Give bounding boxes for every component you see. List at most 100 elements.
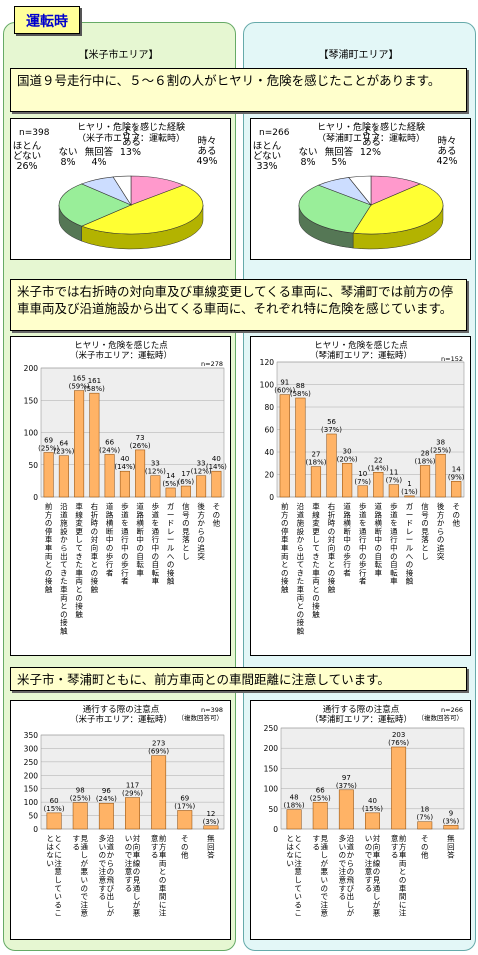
bar [125, 797, 140, 830]
bar [373, 472, 384, 498]
bar-value-label: (3%) [203, 818, 220, 826]
bar-chart-title: ヒヤリ・危険を感じた点 [74, 340, 168, 351]
bar-chart-subtitle: （琴浦町エリア：運転時） [310, 714, 412, 725]
bar-value-label: 69 [180, 794, 189, 802]
bar [326, 433, 337, 498]
bar [342, 463, 353, 498]
pie-slice-label: 時々 [437, 136, 456, 147]
bar-chart-title: 通行する際の注意点 [323, 704, 400, 715]
bar-value-label: 14 [452, 465, 461, 473]
bar [89, 392, 100, 498]
x-tick-label: 信号の見落とし [421, 501, 429, 561]
bar-chart-yonago-danger: ヒヤリ・危険を感じた点（米子市エリア：運転時）n=278（複数回答可）05010… [10, 336, 231, 656]
bar-value-label: 203 [392, 731, 405, 739]
x-tick-label: 前方の停車車両との接触 [45, 501, 53, 594]
bar [43, 452, 54, 498]
y-tick-label: 20 [264, 471, 274, 480]
bar-value-label: 40 [368, 797, 377, 805]
pie-n-label: n=266 [259, 128, 290, 138]
pie-slice [80, 184, 204, 235]
bar-value-label: (69%) [148, 748, 169, 756]
pie-slice-label: ない [298, 147, 317, 158]
pie-slice-value-label: 33% [256, 161, 277, 172]
bar [180, 485, 191, 498]
y-tick-label: 100 [24, 429, 39, 438]
bar [286, 809, 302, 830]
bar-value-label: (18%) [284, 802, 305, 810]
bar-value-label: (18%) [415, 458, 436, 466]
bar-value-label: (58%) [84, 385, 105, 393]
x-tick-label: 無回答 [207, 833, 215, 860]
x-tick-label: とくに注意していることはない [46, 834, 62, 918]
bar [391, 746, 407, 830]
bar [419, 465, 431, 498]
pie-title: ヒヤリ・危険を感じた経験 [317, 121, 425, 133]
bar [72, 802, 88, 830]
y-tick-label: 60 [264, 426, 274, 435]
pie-slice [58, 183, 132, 227]
bar-chart-title: ヒヤリ・危険を感じた点 [314, 340, 408, 351]
note-1: 国道９号走行中に、５～６割の人がヒヤリ・危険を感じたことがあります。 [10, 68, 467, 112]
y-tick-label: 0 [273, 825, 278, 834]
pie-slice-value-label: 13% [120, 147, 141, 158]
bar-value-label: 11 [389, 469, 398, 477]
bar-value-label: 69 [44, 436, 53, 444]
bar-value-label: 97 [342, 774, 351, 782]
bar-chart-n-label: n=152 [441, 355, 463, 363]
bar-value-label: (1%) [401, 488, 418, 496]
y-tick-label: 50 [28, 812, 38, 821]
bar-value-label: 40 [120, 455, 129, 463]
pie-n-label: n=398 [19, 128, 50, 138]
pie-title: ヒヤリ・危険を感じた経験 [77, 121, 185, 133]
x-tick-label: 歩道を通行中の自転車 [390, 501, 398, 586]
bar-value-label: (59%) [69, 383, 90, 391]
x-tick-label: ガードレールへの接触 [406, 501, 414, 586]
bar-value-label: (7%) [386, 477, 403, 485]
y-tick-label: 200 [24, 771, 39, 780]
bar-value-label: 10 [358, 470, 367, 478]
x-tick-label: 右折時の対向車との接触 [91, 501, 99, 594]
bar [203, 825, 219, 830]
y-tick-label: 40 [264, 448, 274, 457]
bar [165, 487, 176, 498]
x-tick-label: 歩道を通行中の歩行者 [359, 501, 367, 586]
y-tick-label: 80 [264, 403, 274, 412]
pie-slice-label: ある [197, 146, 216, 157]
bar-value-label: (7%) [416, 814, 433, 822]
bar-chart-n-label: n=398 [201, 706, 223, 714]
bar-value-label: (25%) [310, 794, 331, 802]
pie-slice [348, 175, 372, 206]
bar-value-label: (25%) [430, 446, 451, 454]
y-tick-label: 350 [24, 731, 39, 740]
bar-value-label: (58%) [290, 390, 311, 398]
bar-value-label: (14%) [114, 463, 135, 471]
bar-value-label: (26%) [130, 442, 151, 450]
y-tick-label: 150 [24, 396, 39, 405]
bar-value-label: 66 [105, 438, 114, 446]
bar-chart-subtitle: （米子市エリア：運転時） [70, 714, 172, 725]
pie-subtitle: （琴浦町エリア：運転時） [317, 132, 425, 144]
bar-value-label: (29%) [122, 790, 143, 798]
bar-value-label: 40 [212, 455, 221, 463]
bar [151, 755, 167, 830]
pie-chart-kotoura: n=266 ヒヤリ・危険を感じた経験 （琴浦町エリア：運転時） よく ある 12% 時々 ある… [250, 118, 471, 260]
bar-value-label: 88 [296, 382, 305, 390]
bar-value-label: 33 [151, 460, 160, 468]
pie-slice-label: ある [437, 146, 456, 157]
left-area-title: 【米子市エリア】 [78, 50, 159, 61]
bar-value-label: 56 [327, 418, 336, 426]
bar-chart-n-label: n=266 [441, 706, 463, 714]
bar-value-label: 14 [166, 472, 175, 480]
pie-slice-label: ない [58, 147, 77, 158]
pie-slice [352, 183, 444, 235]
bar-value-label: (25%) [70, 795, 91, 803]
x-tick-label: 沿道施設から出てきた車両との接触 [60, 502, 68, 636]
x-tick-label: 対向車線の見通しが悪いので注意する [365, 833, 381, 918]
bar-chart-n-label: （複数回答可） [418, 713, 464, 722]
y-tick-label: 0 [269, 493, 274, 502]
bar [312, 802, 328, 830]
x-tick-label: 車線変更してきた車両との接触 [75, 501, 83, 619]
pie-slice-value-label: 12% [360, 147, 381, 158]
x-tick-label: 車線変更してきた車両との接触 [312, 501, 320, 619]
bar-value-label: (23%) [53, 448, 74, 456]
